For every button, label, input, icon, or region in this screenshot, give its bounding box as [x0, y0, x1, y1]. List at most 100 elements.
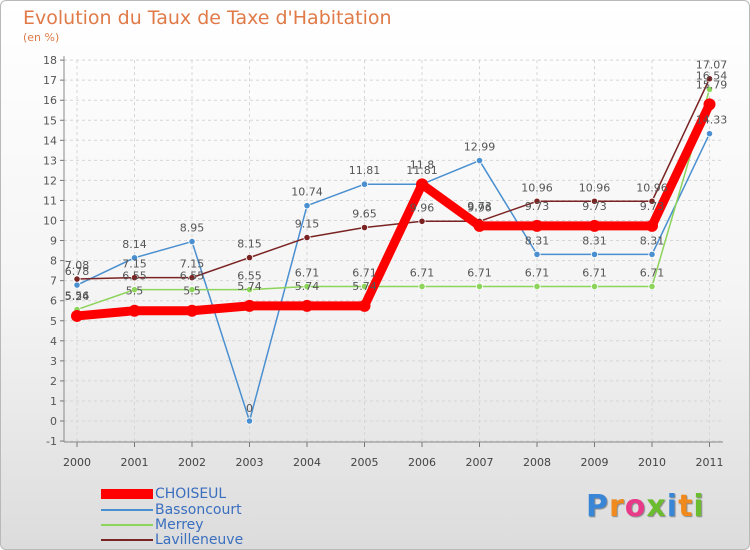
data-label-choiseul: 5.74: [237, 280, 262, 293]
legend-item-lavilleneuve: Lavilleneuve: [101, 532, 243, 548]
data-point-bassoncourt: [130, 254, 139, 262]
data-label-lavilleneuve: 9.65: [352, 208, 377, 221]
data-label-choiseul: 9.73: [525, 200, 550, 213]
data-label-choiseul: 5.74: [352, 280, 377, 293]
data-label-bassoncourt: 8.31: [525, 234, 550, 247]
data-label-lavilleneuve: 17.07: [696, 59, 728, 72]
data-label-bassoncourt: 8.31: [640, 234, 665, 247]
y-tick-label: 12: [43, 174, 57, 187]
x-tick-label: 2001: [121, 456, 149, 469]
series-line-lavilleneuve: [76, 77, 711, 280]
y-tick-label: 2: [50, 375, 57, 388]
data-label-bassoncourt: 8.31: [582, 234, 607, 247]
y-tick-label: 5: [50, 315, 57, 328]
data-label-choiseul: 9.73: [467, 200, 492, 213]
data-label-lavilleneuve: 7.15: [180, 258, 205, 271]
data-point-lavilleneuve: [188, 274, 196, 282]
data-label-lavilleneuve: 7.15: [122, 258, 147, 271]
y-tick-label: 10: [43, 215, 57, 228]
y-tick-label: 14: [43, 134, 57, 147]
data-point-bassoncourt: [648, 250, 656, 258]
data-label-lavilleneuve: 9.15: [295, 218, 320, 231]
data-point-merrey: [590, 282, 599, 291]
legend-label-choiseul: CHOISEUL: [155, 486, 227, 502]
data-point-bassoncourt: [360, 180, 369, 188]
y-tick-label: 15: [43, 114, 57, 127]
y-tick-label: 11: [43, 194, 57, 207]
data-label-merrey: 6.55: [122, 270, 147, 283]
data-label-merrey: 5.56: [65, 290, 90, 303]
data-label-lavilleneuve: 7.08: [65, 259, 90, 272]
series-line-merrey: [76, 88, 711, 311]
data-point-merrey: [533, 282, 541, 291]
x-tick-label: 2007: [466, 456, 494, 469]
data-label-choiseul: 9.73: [640, 200, 665, 213]
chart-title: Evolution du Taux de Taxe d'Habitation: [23, 7, 392, 29]
data-label-merrey: 6.71: [467, 266, 492, 279]
data-point-bassoncourt: [245, 417, 254, 425]
data-label-merrey: 6.55: [237, 270, 262, 283]
x-tick-label: 2002: [178, 456, 206, 469]
data-label-choiseul: 15.79: [696, 78, 728, 91]
data-point-lavilleneuve: [418, 217, 426, 225]
x-tick-label: 2004: [293, 456, 321, 469]
data-label-choiseul: 9.73: [582, 200, 607, 213]
data-point-lavilleneuve: [303, 233, 311, 242]
data-point-choiseul: [71, 309, 83, 322]
data-label-merrey: 16.54: [696, 69, 728, 82]
legend-label-merrey: Merrey: [155, 517, 204, 533]
y-tick-label: 13: [43, 154, 57, 167]
data-point-lavilleneuve: [130, 274, 139, 282]
data-point-merrey: [360, 282, 369, 291]
data-point-choiseul: [243, 299, 256, 312]
legend-item-bassoncourt: Bassoncourt: [101, 502, 242, 518]
legend-swatch-bassoncourt: [101, 509, 153, 511]
data-point-lavilleneuve: [705, 75, 714, 83]
data-label-bassoncourt: 10.74: [291, 186, 323, 199]
y-tick-label: 9: [50, 235, 57, 248]
data-label-lavilleneuve: 9.96: [467, 201, 492, 214]
y-tick-label: 1: [50, 395, 57, 408]
data-point-merrey: [303, 282, 311, 291]
legend-label-lavilleneuve: Lavilleneuve: [155, 532, 244, 548]
chart-subtitle: (en %): [23, 31, 60, 44]
x-tick-label: 2009: [581, 456, 609, 469]
data-point-choiseul: [703, 98, 716, 111]
data-point-merrey: [648, 282, 656, 291]
data-label-choiseul: 5.5: [183, 285, 201, 298]
data-point-choiseul: [588, 219, 601, 232]
series-line-choiseul: [72, 99, 714, 321]
data-label-lavilleneuve: 10.96: [521, 181, 553, 194]
legend-swatch-merrey: [101, 524, 153, 526]
data-label-merrey: 6.71: [352, 266, 377, 279]
data-label-choiseul: 5.5: [126, 285, 144, 298]
data-point-lavilleneuve: [533, 197, 541, 205]
data-label-bassoncourt: 8.95: [180, 222, 205, 235]
legend-swatch-lavilleneuve: [101, 539, 153, 541]
y-tick-label: 3: [50, 355, 57, 368]
data-point-lavilleneuve: [590, 197, 599, 205]
series-line-bassoncourt: [76, 132, 711, 422]
x-tick-label: 2008: [523, 456, 551, 469]
data-point-lavilleneuve: [245, 253, 254, 262]
y-tick-label: -1: [46, 435, 57, 448]
data-point-merrey: [130, 286, 139, 294]
data-label-merrey: 6.71: [582, 266, 607, 279]
data-label-merrey: 6.55: [180, 270, 205, 283]
data-point-choiseul: [358, 299, 371, 312]
data-label-lavilleneuve: 10.96: [579, 181, 611, 194]
y-tick-label: 4: [50, 335, 57, 348]
legend-swatch-choiseul: [101, 489, 153, 499]
y-tick-label: 16: [43, 94, 57, 107]
data-label-bassoncourt: 6.78: [65, 265, 90, 278]
data-point-merrey: [188, 286, 196, 294]
data-point-choiseul: [531, 219, 543, 232]
legend-label-bassoncourt: Bassoncourt: [155, 502, 242, 518]
data-point-bassoncourt: [303, 202, 311, 210]
data-point-bassoncourt: [73, 281, 81, 289]
data-point-merrey: [245, 286, 254, 294]
data-point-lavilleneuve: [73, 275, 81, 283]
y-tick-label: 18: [43, 54, 57, 67]
y-tick-label: 6: [50, 295, 57, 308]
data-label-lavilleneuve: 8.15: [237, 238, 262, 251]
